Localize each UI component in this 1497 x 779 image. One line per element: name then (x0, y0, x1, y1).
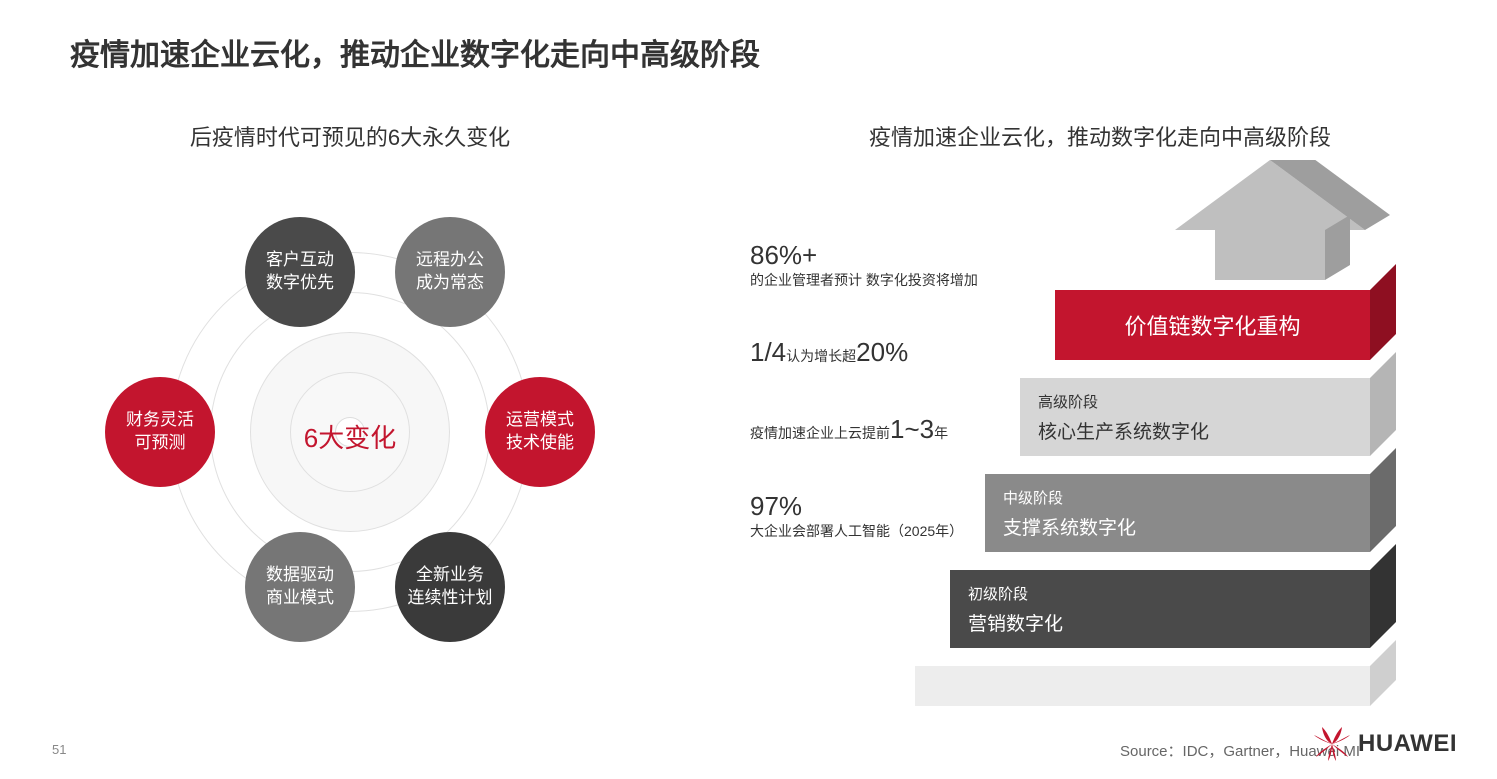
radial-node-2: 运营模式技术使能 (485, 377, 595, 487)
slide-title: 疫情加速企业云化，推动企业数字化走向中高级阶段 (70, 30, 760, 74)
right-subtitle: 疫情加速企业云化，推动数字化走向中高级阶段 (720, 120, 1480, 152)
step-2-shadow-right (1370, 448, 1396, 552)
radial-node-3: 全新业务连续性计划 (395, 532, 505, 642)
stat-3: 疫情加速企业上云提前1~3年 (750, 414, 1030, 445)
step-1-shadow-right (1370, 352, 1396, 456)
page-number: 51 (52, 742, 66, 757)
step-0: 价值链数字化重构 (1055, 290, 1370, 360)
radial-node-4: 数据驱动商业模式 (245, 532, 355, 642)
step-3-shadow-right (1370, 544, 1396, 648)
left-panel: 后疫情时代可预见的6大永久变化 6大变化 客户互动数字优先远程办公成为常态运营模… (70, 120, 630, 652)
step-3-title: 营销数字化 (968, 609, 1352, 636)
stat-3-big: 1~3 (890, 414, 934, 444)
stat-2: 1/4认为增长超20% (750, 337, 1030, 368)
step-1-title: 核心生产系统数字化 (1038, 417, 1352, 444)
step-3: 初级阶段营销数字化 (950, 570, 1370, 648)
step-1-phase: 高级阶段 (1038, 391, 1352, 412)
left-subtitle: 后疫情时代可预见的6大永久变化 (70, 120, 630, 152)
stat-3-prefix: 疫情加速企业上云提前 (750, 425, 890, 441)
stat-4-big: 97% (750, 491, 802, 521)
step-2: 中级阶段支撑系统数字化 (985, 474, 1370, 552)
step-3-phase: 初级阶段 (968, 583, 1352, 604)
step-2-phase: 中级阶段 (1003, 487, 1352, 508)
radial-node-0: 客户互动数字优先 (245, 217, 355, 327)
stat-1: 86%+ 的企业管理者预计 数字化投资将增加 (750, 240, 1030, 291)
stat-2-big2: 20% (856, 337, 908, 367)
huawei-logo: HUAWEI (1314, 727, 1457, 761)
staircase: 价值链数字化重构高级阶段核心生产系统数字化中级阶段支撑系统数字化初级阶段营销数字… (1000, 200, 1470, 730)
step-2-title: 支撑系统数字化 (1003, 513, 1352, 540)
staircase-base (915, 666, 1370, 706)
stat-2-mid: 认为增长超 (786, 348, 856, 364)
stat-1-big: 86%+ (750, 240, 817, 270)
huawei-petal-icon (1314, 727, 1350, 761)
stat-2-big: 1/4 (750, 337, 786, 367)
stat-1-small: 的企业管理者预计 数字化投资将增加 (750, 271, 1030, 291)
logo-text: HUAWEI (1358, 730, 1457, 758)
radial-diagram: 6大变化 客户互动数字优先远程办公成为常态运营模式技术使能全新业务连续性计划数据… (130, 212, 570, 652)
radial-node-1: 远程办公成为常态 (395, 217, 505, 327)
arrow-head (1055, 160, 1425, 305)
radial-node-5: 财务灵活可预测 (105, 377, 215, 487)
step-0-title: 价值链数字化重构 (1073, 309, 1352, 341)
stat-3-suffix: 年 (934, 425, 948, 441)
right-panel: 疫情加速企业云化，推动数字化走向中高级阶段 86%+ 的企业管理者预计 数字化投… (720, 120, 1480, 212)
step-1: 高级阶段核心生产系统数字化 (1020, 378, 1370, 456)
